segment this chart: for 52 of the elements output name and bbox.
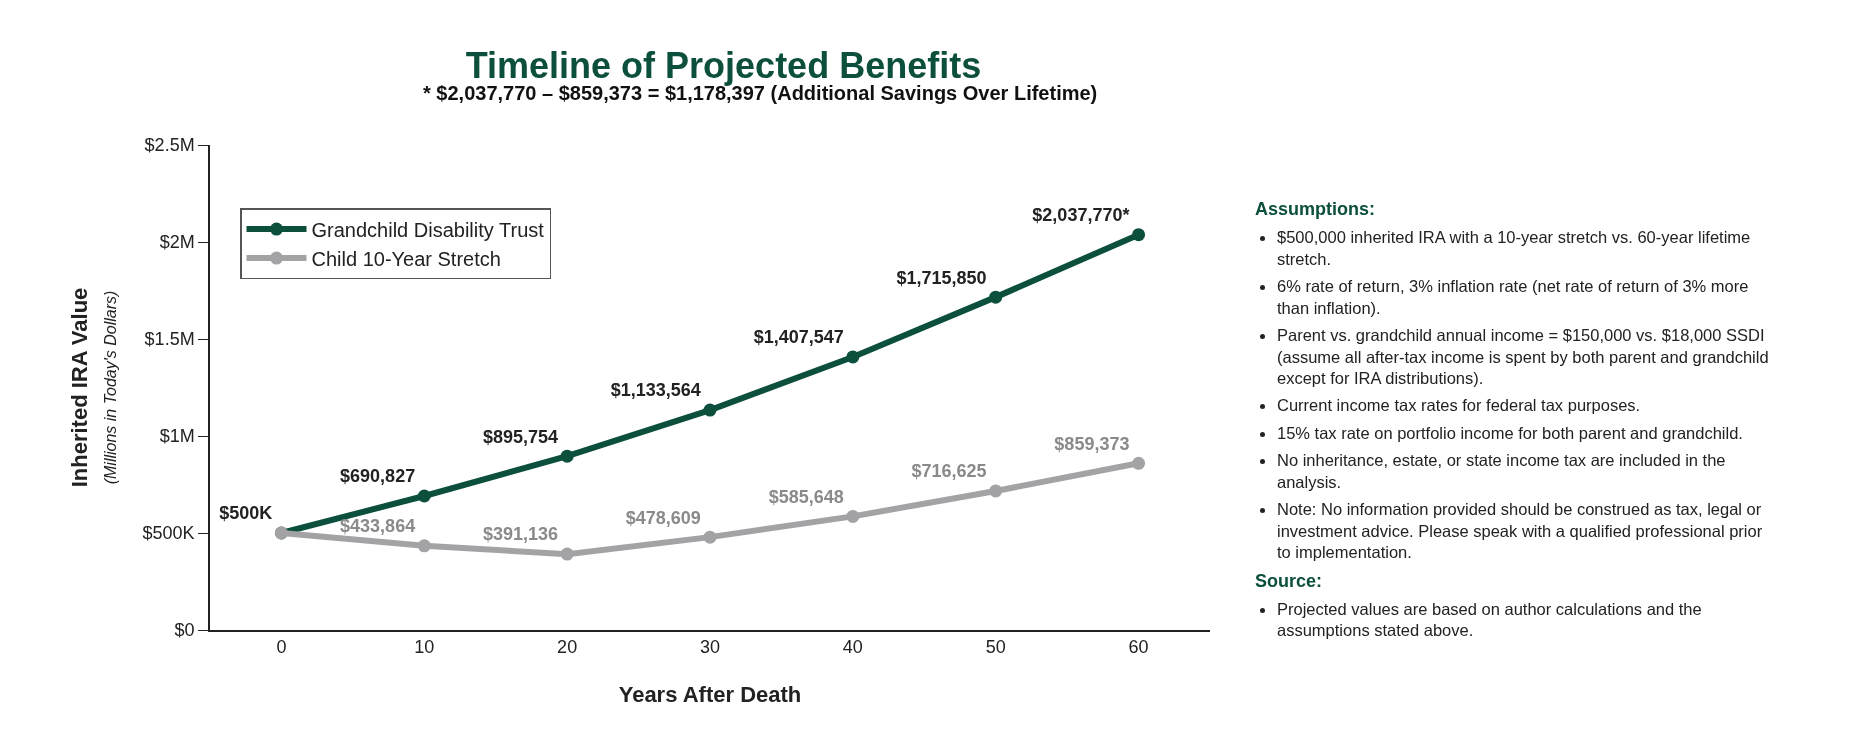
point bbox=[703, 530, 717, 544]
point bbox=[989, 484, 1003, 498]
text: No inheritance, estate, or state income tax are included in the analysis. bbox=[1276, 450, 1727, 493]
y-tick-label: $500K bbox=[142, 523, 195, 544]
data-label: $895,754 bbox=[482, 426, 559, 447]
x-tick-label: 60 bbox=[1128, 637, 1149, 658]
x-tick-label: 0 bbox=[276, 637, 287, 658]
source-note: Source: bbox=[1255, 569, 1324, 593]
data-label: $690,827 bbox=[340, 466, 416, 487]
y-tick-label: $2M bbox=[159, 232, 195, 253]
point bbox=[417, 489, 431, 503]
x-tick-label: 40 bbox=[842, 637, 863, 658]
text: Note: No information provided should be construed as tax, legal or investment advice. Please speak with a qualified professional prior to implementation. bbox=[1276, 499, 1764, 564]
point bbox=[846, 350, 860, 364]
x-tick-label: 30 bbox=[699, 637, 721, 658]
y-tick-label: $0 bbox=[174, 620, 195, 641]
data-label: $1,133,564 bbox=[610, 380, 701, 401]
data-label: $1,407,547 bbox=[753, 327, 844, 348]
point bbox=[560, 449, 574, 463]
x-axis-title: Years After Death bbox=[618, 681, 802, 707]
point bbox=[417, 539, 431, 553]
data-label: $391,136 bbox=[482, 524, 559, 545]
data-label: $2,037,770* bbox=[1032, 205, 1130, 226]
data-label: $433,864 bbox=[340, 516, 416, 537]
text: Current income tax rates for federal tax purposes. bbox=[1276, 395, 1642, 417]
data-label: $1,715,850 bbox=[896, 267, 987, 288]
data-label: $716,625 bbox=[911, 461, 987, 482]
text: Parent vs. grandchild annual income = $150,000 vs. $18,000 SSDI (assume all after-tax income is spent by both parent and grandchild except for IRA distributions). bbox=[1276, 325, 1770, 389]
x-tick-label: 10 bbox=[414, 637, 435, 658]
legend-label: Child 10-Year Stretch bbox=[311, 247, 501, 270]
point bbox=[560, 547, 574, 561]
legend-label: Grandchild Disability Trust bbox=[311, 218, 545, 241]
point bbox=[703, 403, 717, 417]
point bbox=[989, 290, 1003, 304]
point bbox=[1132, 228, 1146, 242]
text: $500,000 inherited IRA with a 10-year stretch vs. 60-year lifetime stretch. bbox=[1276, 227, 1752, 270]
text: Projected values are based on author calculations and the assumptions stated above. bbox=[1276, 598, 1703, 642]
data-label: $859,373 bbox=[1054, 433, 1130, 454]
x-tick-label: 50 bbox=[985, 637, 1006, 658]
point bbox=[1132, 456, 1146, 470]
text: Assumptions: bbox=[1255, 198, 1376, 221]
point bbox=[846, 509, 860, 523]
y-tick-label: $1.5M bbox=[144, 329, 195, 350]
text: 6% rate of return, 3% inflation rate (net rate of return of 3% more than inflation). bbox=[1276, 276, 1750, 319]
data-label: $585,648 bbox=[768, 486, 844, 507]
text: 15% tax rate on portfolio income for both parent and grandchild. bbox=[1276, 422, 1744, 444]
y-axis-title: Inherited IRA Value (Millions in Today's Dollars) bbox=[67, 287, 119, 488]
y-tick-label: $2.5M bbox=[144, 135, 195, 156]
y-tick-label: $1M bbox=[159, 426, 195, 447]
data-label: $500K bbox=[219, 503, 273, 524]
data-label: $478,609 bbox=[625, 507, 701, 528]
x-tick-label: 20 bbox=[557, 637, 578, 658]
